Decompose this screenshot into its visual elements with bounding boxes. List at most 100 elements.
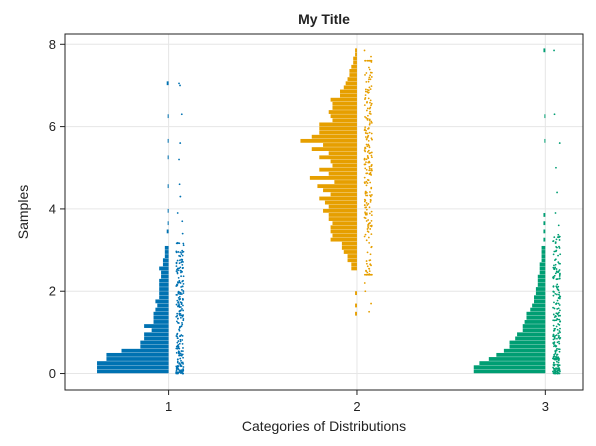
rain-dot: [363, 104, 366, 107]
rain-dot: [552, 313, 555, 316]
rain-dot: [556, 357, 559, 360]
rain-dot: [180, 365, 182, 368]
rain-dot: [365, 273, 368, 276]
rain-dot: [554, 212, 557, 214]
rain-dot: [364, 213, 367, 216]
rain-dot: [180, 325, 183, 327]
histogram-bar: [330, 192, 357, 197]
histogram-bar: [541, 245, 546, 250]
histogram-bar: [330, 97, 357, 102]
rain-dot: [364, 206, 367, 209]
histogram-bar: [340, 89, 357, 94]
rain-dot: [178, 295, 181, 298]
histogram-bar: [319, 122, 357, 127]
rain-dot: [370, 85, 373, 87]
rain-dot: [364, 167, 367, 170]
histogram-bar: [153, 311, 169, 316]
rain-dot: [177, 358, 179, 361]
rain-dot: [178, 262, 181, 265]
histogram-bar: [541, 250, 546, 254]
rain-dot: [363, 200, 366, 203]
histogram-bar: [144, 324, 169, 328]
rain-dot: [553, 113, 556, 116]
rain-dot: [365, 184, 368, 187]
rain-dot: [180, 354, 183, 357]
rain-dot: [177, 301, 180, 303]
rain-dot: [364, 211, 366, 214]
rain-dot: [179, 266, 182, 269]
rain-dot: [371, 156, 373, 159]
rain-dot: [369, 106, 372, 109]
histogram-bar: [349, 73, 357, 77]
y-axis-label: Samples: [15, 185, 31, 239]
histogram-bar: [311, 134, 357, 139]
rain-dot: [366, 59, 369, 62]
histogram-bar: [334, 180, 357, 184]
histogram-bar: [159, 295, 169, 300]
histogram-bar: [144, 332, 169, 337]
rain-dot: [367, 97, 370, 100]
rain-dot: [370, 302, 372, 305]
rain-dot: [366, 271, 369, 274]
rain-dot: [554, 334, 557, 337]
rain-dot: [553, 364, 556, 367]
rain-dot: [178, 279, 181, 282]
rain-dot: [368, 259, 371, 262]
rain-dot: [369, 263, 372, 266]
rain-dot: [177, 296, 180, 299]
rain-dot: [176, 312, 179, 315]
histogram-bar: [332, 233, 357, 238]
rain-dot: [181, 323, 184, 326]
rain-dot: [367, 139, 370, 142]
rain-dot: [558, 239, 561, 241]
rain-dot: [367, 236, 370, 239]
rain-dot: [175, 315, 178, 318]
rain-dot: [552, 333, 555, 336]
rain-dot: [553, 49, 555, 52]
rain-dot: [552, 306, 554, 309]
rain-dot: [555, 367, 557, 370]
rain-dot: [558, 291, 561, 294]
rain-dot: [181, 361, 184, 364]
rain-dot: [364, 192, 367, 195]
rain-dot: [367, 231, 370, 233]
rain-dot: [555, 278, 558, 281]
rain-dot: [365, 80, 368, 83]
rain-dot: [367, 143, 370, 146]
rain-dot: [178, 362, 181, 365]
rain-dot: [553, 264, 555, 267]
rain-dot: [370, 194, 373, 196]
rain-dot: [553, 250, 556, 253]
histogram-bar: [330, 229, 357, 234]
rain-dot: [369, 78, 372, 81]
histogram-bar: [97, 365, 169, 370]
rain-dot: [370, 186, 373, 189]
rain-dot: [364, 150, 367, 153]
rain-dot: [365, 129, 367, 132]
rain-dot: [365, 220, 368, 222]
histogram-bar: [355, 52, 357, 57]
histogram-bar: [509, 340, 546, 345]
rain-dot: [368, 131, 371, 134]
rain-dot: [179, 338, 182, 341]
rain-dot: [364, 191, 367, 194]
rain-dot: [557, 293, 560, 296]
rain-dot: [369, 200, 372, 203]
rain-dot: [559, 336, 562, 339]
rain-dot: [556, 328, 559, 331]
rain-dot: [366, 118, 369, 121]
histogram-bar: [355, 311, 357, 316]
rain-dot: [555, 286, 558, 289]
rain-dot: [558, 262, 560, 265]
histogram-bar: [526, 311, 546, 316]
rain-dot: [369, 71, 372, 74]
rain-dot: [365, 191, 368, 194]
histogram-bar: [473, 365, 546, 370]
rain-dot: [179, 357, 182, 360]
rain-dot: [369, 171, 372, 174]
rain-dot: [553, 301, 555, 304]
rain-dot: [369, 198, 372, 201]
histogram-bar: [509, 344, 546, 349]
rain-dot: [370, 137, 373, 140]
rain-dot: [552, 343, 555, 345]
